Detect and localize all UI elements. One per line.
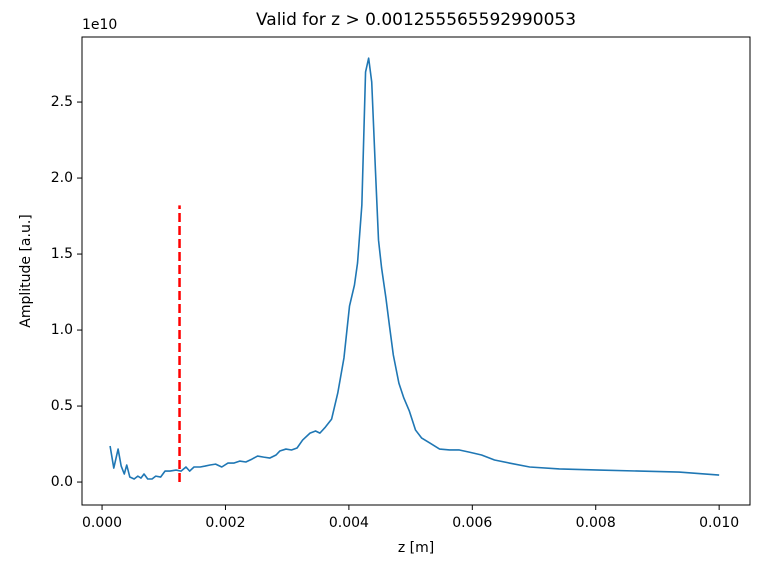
plot-frame bbox=[81, 36, 751, 506]
y-offset-label: 1e10 bbox=[82, 17, 117, 33]
x-tick-label: 0.010 bbox=[699, 515, 739, 531]
data-line bbox=[109, 57, 720, 480]
y-tick-label: 2.5 bbox=[51, 94, 73, 110]
x-axis-label: z [m] bbox=[398, 540, 434, 556]
x-tick-label: 0.000 bbox=[82, 515, 122, 531]
x-tick-label: 0.008 bbox=[576, 515, 616, 531]
y-tick-label: 0.0 bbox=[51, 474, 73, 490]
x-tick-label: 0.004 bbox=[329, 515, 369, 531]
chart-title: Valid for z > 0.001255565592990053 bbox=[256, 10, 576, 30]
y-tick-label: 0.5 bbox=[51, 398, 73, 414]
y-axis-label: Amplitude [a.u.] bbox=[18, 214, 34, 327]
x-tick-label: 0.006 bbox=[452, 515, 492, 531]
y-tick-label: 1.5 bbox=[51, 246, 73, 262]
y-tick-label: 2.0 bbox=[51, 170, 73, 186]
x-tick-label: 0.002 bbox=[205, 515, 245, 531]
y-tick-label: 1.0 bbox=[51, 322, 73, 338]
